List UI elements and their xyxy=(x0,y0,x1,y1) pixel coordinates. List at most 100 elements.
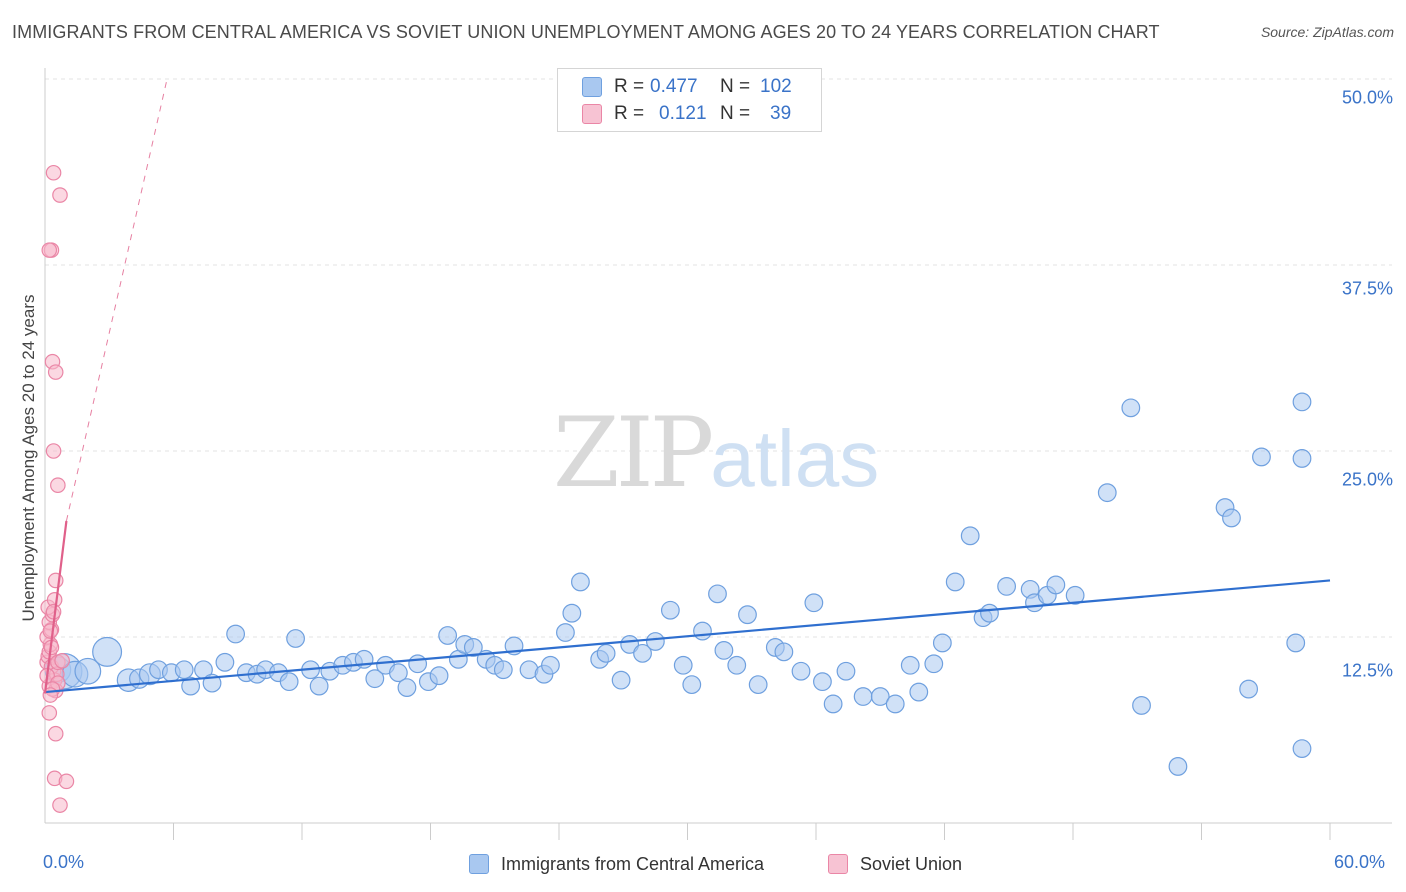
r-label: R = xyxy=(614,76,645,97)
central-america-point xyxy=(885,694,905,714)
central-america-point xyxy=(562,603,582,623)
central-america-point xyxy=(791,661,811,681)
blue-swatch-icon xyxy=(582,77,602,97)
central-america-point xyxy=(1222,508,1241,528)
central-america-point xyxy=(408,654,428,674)
central-america-point xyxy=(541,655,560,675)
central-america-point xyxy=(714,640,734,660)
central-america-point xyxy=(1286,633,1306,653)
y-tick-label: 25.0% xyxy=(1341,469,1393,490)
central-america-point xyxy=(738,605,757,625)
x-tick-label: 60.0% xyxy=(1334,852,1386,872)
watermark-atlas: atlas xyxy=(710,414,880,503)
central-america-point xyxy=(660,600,680,620)
central-america-point xyxy=(174,660,194,680)
central-america-point xyxy=(215,652,235,672)
central-america-point xyxy=(980,603,999,623)
series-legend-soviet-union: Soviet Union xyxy=(828,852,962,876)
n-label: N = xyxy=(720,76,751,97)
central-america-point xyxy=(774,642,794,662)
series-legend-label: Soviet Union xyxy=(860,853,963,874)
central-america-point xyxy=(909,682,929,702)
watermark: ZIPatlas xyxy=(553,405,879,502)
central-america-point xyxy=(286,629,305,648)
central-america-point xyxy=(92,636,123,667)
central-america-point xyxy=(397,678,417,697)
central-america-point xyxy=(945,572,965,592)
central-america-point xyxy=(463,638,483,657)
central-america-point xyxy=(813,672,832,692)
y-tick-label: 37.5% xyxy=(1341,278,1393,299)
central-america-point xyxy=(836,661,856,681)
central-america-point xyxy=(1121,398,1141,418)
n-label: N = xyxy=(720,103,751,124)
central-america-point xyxy=(1292,449,1312,468)
soviet-union-trend-line xyxy=(43,520,68,694)
central-america-point xyxy=(748,675,768,695)
central-america-point xyxy=(365,669,385,689)
central-america-point xyxy=(708,584,727,604)
central-america-point xyxy=(181,676,201,696)
central-america-point xyxy=(1046,575,1066,595)
legend-row-soviet-union: R = 0.121 N = 39 xyxy=(582,102,791,126)
soviet-union-point xyxy=(47,725,64,742)
chart-title: IMMIGRANTS FROM CENTRAL AMERICA VS SOVIE… xyxy=(12,22,1160,42)
y-tick-label: 50.0% xyxy=(1341,87,1393,108)
y-axis-label: Unemployment Among Ages 20 to 24 years xyxy=(19,294,38,622)
central-america-point xyxy=(1239,679,1259,699)
central-america-point xyxy=(645,632,665,651)
soviet-union-point xyxy=(41,705,58,721)
central-america-point xyxy=(1252,447,1271,467)
central-america-point xyxy=(682,675,702,695)
central-america-point xyxy=(611,670,631,690)
soviet-union-point xyxy=(58,773,75,790)
central-america-point xyxy=(438,626,458,645)
central-america-point xyxy=(279,672,299,692)
y-tick-label: 12.5% xyxy=(1341,660,1393,681)
central-america-point xyxy=(1097,483,1117,503)
legend-row-central-america: R = 0.477 N = 102 xyxy=(582,75,792,99)
central-america-point xyxy=(960,526,980,546)
x-tick-label: 0.0% xyxy=(43,852,85,872)
series-legend-central-america: Immigrants from Central America xyxy=(469,852,764,876)
r-label: R = xyxy=(614,103,645,124)
central-america-point xyxy=(693,621,712,641)
correlation-legend: R = 0.477 N = 102 R = 0.121 N = 39 xyxy=(557,68,822,132)
soviet-union-point xyxy=(52,187,68,203)
soviet-union-point xyxy=(41,242,58,258)
central-america-point xyxy=(673,655,693,675)
central-america-point xyxy=(493,660,513,680)
n-value: 102 xyxy=(760,76,792,97)
central-america-point xyxy=(853,687,873,706)
central-america-point xyxy=(226,624,246,644)
soviet-union-point xyxy=(45,164,62,181)
central-america-point xyxy=(870,687,890,706)
central-america-point xyxy=(1292,739,1312,758)
central-america-point xyxy=(596,643,616,663)
central-america-point xyxy=(571,572,590,592)
central-america-point xyxy=(429,666,449,686)
r-value: 0.121 xyxy=(659,103,707,124)
pink-swatch-icon xyxy=(828,854,848,874)
central-america-point xyxy=(1132,696,1151,715)
blue-swatch-icon xyxy=(469,854,489,874)
central-america-point xyxy=(932,633,952,653)
n-value: 39 xyxy=(770,103,792,124)
central-america-point xyxy=(900,655,920,675)
central-america-point xyxy=(1168,757,1188,776)
central-america-point xyxy=(1292,392,1312,412)
central-america-point xyxy=(74,657,102,685)
central-america-point xyxy=(823,694,843,714)
central-america-trend-line xyxy=(44,579,1331,694)
soviet-union-point xyxy=(45,443,62,459)
source-credit: Source: ZipAtlas.com xyxy=(1260,24,1394,40)
central-america-point xyxy=(633,643,652,663)
central-america-point xyxy=(388,663,408,683)
central-america-point xyxy=(309,676,329,696)
central-america-point xyxy=(804,593,824,613)
soviet-union-trend-extension xyxy=(65,78,168,522)
soviet-union-point xyxy=(50,477,66,494)
central-america-point xyxy=(997,577,1017,596)
soviet-union-point xyxy=(52,797,68,813)
